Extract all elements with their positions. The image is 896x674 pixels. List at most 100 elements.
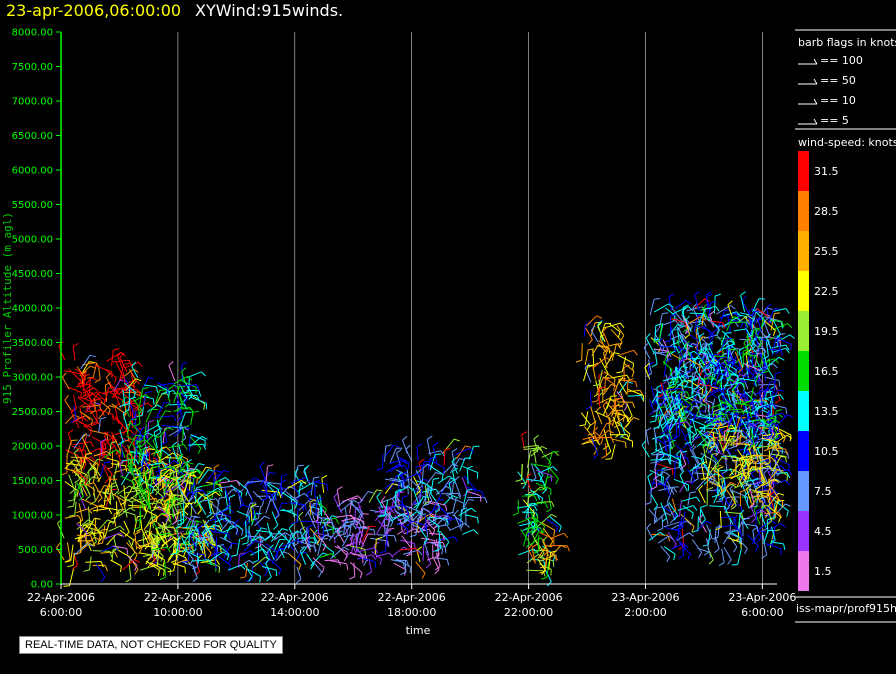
wind-barb xyxy=(368,489,383,503)
wind-barb xyxy=(772,503,791,518)
x-tick-label: 22:00:00 xyxy=(504,606,553,619)
wind-barb xyxy=(341,506,348,526)
wind-barb xyxy=(140,452,151,472)
wind-barb xyxy=(401,535,413,555)
wind-barb xyxy=(98,405,116,420)
wind-barb xyxy=(548,466,559,485)
wind-barb xyxy=(744,466,758,480)
wind-barb xyxy=(720,332,732,346)
wind-barb xyxy=(762,340,769,360)
wind-barb xyxy=(611,438,627,449)
wind-barb xyxy=(81,453,93,469)
wind-barb xyxy=(118,429,124,446)
wind-barb xyxy=(743,338,752,358)
wind-barb xyxy=(197,495,207,515)
wind-barb xyxy=(183,394,200,401)
wind-barb xyxy=(609,434,630,441)
colorbar-swatch xyxy=(798,391,809,431)
wind-barb xyxy=(252,543,259,563)
wind-barb xyxy=(252,506,262,521)
wind-barb xyxy=(548,515,562,533)
wind-barb xyxy=(89,504,107,511)
wind-barb xyxy=(717,423,724,442)
wind-barb xyxy=(129,372,135,393)
wind-barb xyxy=(92,550,113,558)
wind-barb xyxy=(355,524,364,541)
wind-barb xyxy=(753,505,761,525)
wind-barb xyxy=(710,409,725,424)
wind-barb xyxy=(680,361,687,378)
wind-barb xyxy=(171,507,178,526)
y-tick-label: 7500.00 xyxy=(12,62,53,73)
wind-barb xyxy=(188,497,197,514)
wind-barb xyxy=(281,491,298,509)
x-tick-label: 10:00:00 xyxy=(153,606,202,619)
wind-barb xyxy=(175,511,182,529)
chart-title-product: XYWind:915winds. xyxy=(195,1,344,20)
wind-barb xyxy=(515,464,523,482)
wind-barb xyxy=(424,472,442,487)
wind-barb xyxy=(466,465,473,485)
wind-barb xyxy=(603,343,622,350)
wind-barb xyxy=(262,566,278,577)
wind-barb xyxy=(357,554,377,560)
wind-barb xyxy=(661,346,677,353)
wind-barb xyxy=(243,563,253,582)
wind-barb xyxy=(706,487,714,506)
wind-barb xyxy=(200,482,222,489)
wind-barb xyxy=(772,424,779,441)
wind-barb xyxy=(626,403,633,421)
wind-barb xyxy=(122,409,129,430)
wind-barb xyxy=(676,532,694,541)
wind-barb xyxy=(203,520,212,541)
wind-barb xyxy=(520,468,530,485)
wind-barb xyxy=(209,551,229,562)
wind-barb xyxy=(738,346,745,369)
wind-barb xyxy=(104,521,116,539)
wind-barb xyxy=(695,375,708,394)
wind-barb xyxy=(395,488,402,507)
wind-barb xyxy=(692,356,699,373)
wind-barb xyxy=(769,506,782,523)
wind-barb xyxy=(649,298,661,316)
barb-legend-symbol xyxy=(798,78,818,85)
wind-barb xyxy=(668,501,679,521)
y-tick-label: 5000.00 xyxy=(12,235,53,246)
wind-barb xyxy=(423,485,430,506)
wind-barb xyxy=(706,353,721,369)
colorbar-swatch xyxy=(798,151,809,191)
wind-barb xyxy=(91,411,98,427)
wind-barb xyxy=(763,419,781,431)
wind-barb xyxy=(693,416,709,425)
wind-barb xyxy=(336,486,343,507)
y-tick-label: 7000.00 xyxy=(12,97,53,108)
wind-barb xyxy=(79,403,86,422)
wind-barb xyxy=(700,508,706,525)
wind-barb xyxy=(646,523,654,540)
source-id-label: iss-mapr/prof915h xyxy=(796,602,896,615)
wind-barb xyxy=(727,367,739,384)
wind-barb xyxy=(265,563,272,582)
wind-barb xyxy=(288,523,296,542)
x-tick-label: 23-Apr-2006 xyxy=(611,591,679,604)
wind-barb xyxy=(68,501,77,517)
wind-barb xyxy=(659,312,669,328)
wind-barb xyxy=(243,540,261,552)
wind-barb xyxy=(322,509,331,526)
wind-barb xyxy=(755,388,775,395)
wind-barb xyxy=(690,320,707,327)
wind-barb xyxy=(682,340,698,353)
wind-barb xyxy=(609,323,621,338)
wind-barb xyxy=(770,486,780,504)
wind-barb xyxy=(718,344,736,353)
x-tick-label: 22-Apr-2006 xyxy=(378,591,446,604)
wind-barb xyxy=(723,428,730,444)
wind-barb xyxy=(647,472,653,489)
wind-barb xyxy=(717,466,724,488)
wind-barb xyxy=(211,531,231,540)
wind-barb xyxy=(173,406,194,413)
wind-barb xyxy=(724,511,744,520)
wind-barb xyxy=(356,531,363,552)
wind-barb xyxy=(603,348,609,369)
wind-barb xyxy=(653,506,663,522)
